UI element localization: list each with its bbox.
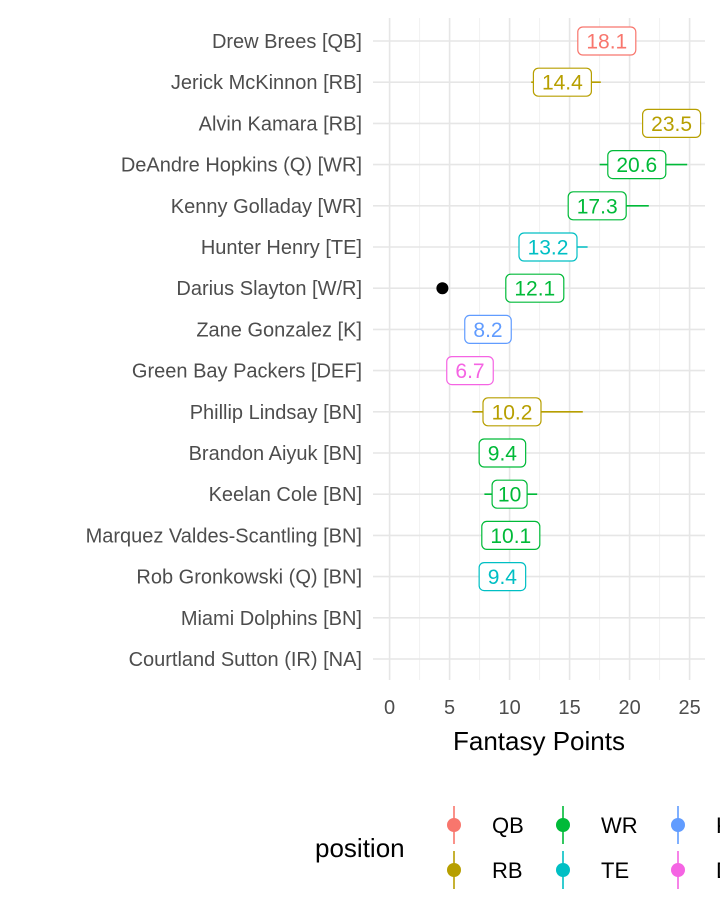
value-label: 20.6: [616, 154, 657, 177]
data-point: [436, 282, 449, 295]
value-label-box: [446, 356, 494, 386]
legend-title: position: [315, 833, 405, 863]
value-label: 23.5: [651, 113, 692, 136]
x-axis-tick-labels: 0 5 10 15 20 25: [384, 697, 701, 719]
y-tick-label: Green Bay Packers [DEF]: [132, 361, 362, 383]
legend-label: K: [716, 813, 720, 838]
value-label-box: [464, 314, 512, 344]
legend-key-point: [671, 818, 685, 832]
legend: position QB RB WR TE K DEF: [315, 806, 720, 889]
y-tick-label: Phillip Lindsay [BN]: [190, 402, 362, 424]
value-label-box: [478, 561, 527, 592]
y-tick-label: Keelan Cole [BN]: [209, 484, 362, 506]
value-label: 10.1: [490, 525, 531, 548]
value-label-box: [482, 397, 542, 427]
value-label: 6.7: [455, 360, 484, 383]
x-axis-title: Fantasy Points: [453, 726, 625, 756]
legend-label: RB: [492, 858, 523, 883]
y-tick-label: Marquez Valdes-Scantling [BN]: [86, 525, 362, 547]
x-tick-label: 25: [678, 697, 700, 719]
value-label: 18.1: [586, 31, 627, 54]
legend-label: WR: [601, 813, 638, 838]
legend-label: TE: [601, 858, 629, 883]
value-label-box: [505, 273, 565, 303]
y-tick-label: Brandon Aiyuk [BN]: [189, 443, 362, 465]
y-tick-label: Alvin Kamara [RB]: [199, 113, 362, 135]
value-label-box: [641, 108, 702, 139]
y-tick-label: Drew Brees [QB]: [212, 31, 362, 53]
value-label-box: [491, 479, 528, 509]
legend-key-point: [447, 863, 461, 877]
value-label: 14.4: [542, 72, 583, 95]
y-tick-label: Jerick McKinnon [RB]: [171, 72, 362, 94]
value-label: 8.2: [473, 319, 502, 342]
legend-key-point: [556, 818, 570, 832]
value-label: 13.2: [528, 237, 569, 260]
y-tick-label: Darius Slayton [W/R]: [176, 278, 362, 300]
legend-key-point: [671, 863, 685, 877]
value-label-box: [478, 438, 527, 468]
x-tick-label: 15: [558, 697, 580, 719]
x-tick-label: 0: [384, 697, 395, 719]
value-label-box: [518, 232, 578, 262]
value-label-box: [567, 191, 627, 221]
y-tick-label: Hunter Henry [TE]: [201, 237, 362, 259]
value-label-box: [481, 520, 541, 551]
value-label: 12.1: [514, 278, 555, 301]
value-label: 9.4: [488, 443, 518, 466]
y-tick-label: Miami Dolphins [BN]: [181, 608, 362, 630]
y-tick-label: Rob Gronkowski (Q) [BN]: [136, 567, 362, 589]
y-tick-label: Kenny Golladay [WR]: [171, 196, 362, 218]
x-tick-label: 10: [498, 697, 520, 719]
legend-label: QB: [492, 813, 524, 838]
legend-key-point: [556, 863, 570, 877]
legend-key-point: [447, 818, 461, 832]
value-label: 17.3: [577, 195, 618, 218]
y-tick-label: Courtland Sutton (IR) [NA]: [129, 649, 362, 671]
legend-label: DEF: [716, 858, 720, 883]
x-tick-label: 5: [444, 697, 455, 719]
data-marks: 18.114.4 23.5 20.6 17.3 13.2 12.1 8.2 6.7 10.2 9.…: [436, 26, 702, 592]
value-label-box: [577, 26, 637, 56]
value-label-box: [532, 67, 593, 97]
value-label: 10: [498, 484, 521, 507]
y-tick-label: DeAndre Hopkins (Q) [WR]: [121, 155, 362, 177]
value-label: 10.2: [492, 401, 533, 424]
y-tick-label: Zane Gonzalez [K]: [196, 319, 362, 341]
value-label: 9.4: [488, 566, 518, 589]
y-axis-tick-labels: Drew Brees [QB] Jerick McKinnon [RB] Alvin…: [86, 31, 362, 671]
x-tick-label: 20: [618, 697, 640, 719]
value-label-box: [607, 150, 667, 180]
